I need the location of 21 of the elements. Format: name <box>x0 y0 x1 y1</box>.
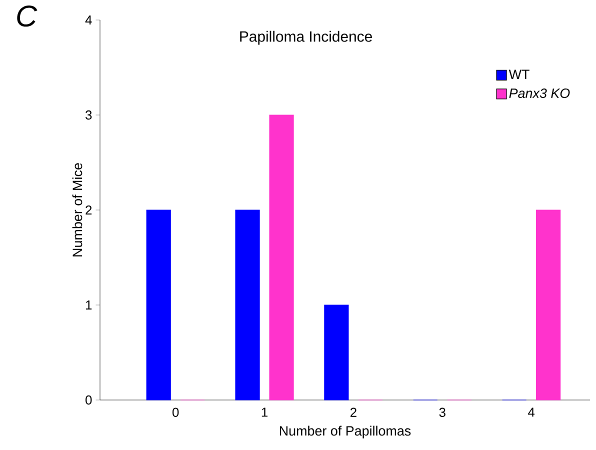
text: Papilloma Incidence <box>240 30 372 45</box>
x-tick-label: 0 <box>172 408 179 417</box>
x-tick-label: 3 <box>439 408 446 417</box>
y-tick-label: 2 <box>86 205 92 215</box>
y-tick-label: 4 <box>85 16 92 24</box>
bar <box>324 304 349 400</box>
x-axis-title: Number of Papillomas <box>280 426 411 438</box>
y-axis-title: Number of Mice <box>72 163 82 256</box>
text: C <box>17 6 38 27</box>
y-tick-label: 1 <box>86 300 92 310</box>
legend-label: Panx3 KO <box>509 88 570 98</box>
y-tick-label: 3 <box>86 110 92 120</box>
x-tick-label: 4 <box>528 408 535 417</box>
x-tick-label: 1 <box>262 408 268 417</box>
bar <box>235 210 260 400</box>
bar <box>269 114 294 400</box>
x-tick-label: 2 <box>350 408 356 417</box>
bar <box>536 210 561 400</box>
bar <box>146 210 171 400</box>
legend-label: WT <box>508 70 530 80</box>
y-tick-label: 0 <box>86 395 92 405</box>
